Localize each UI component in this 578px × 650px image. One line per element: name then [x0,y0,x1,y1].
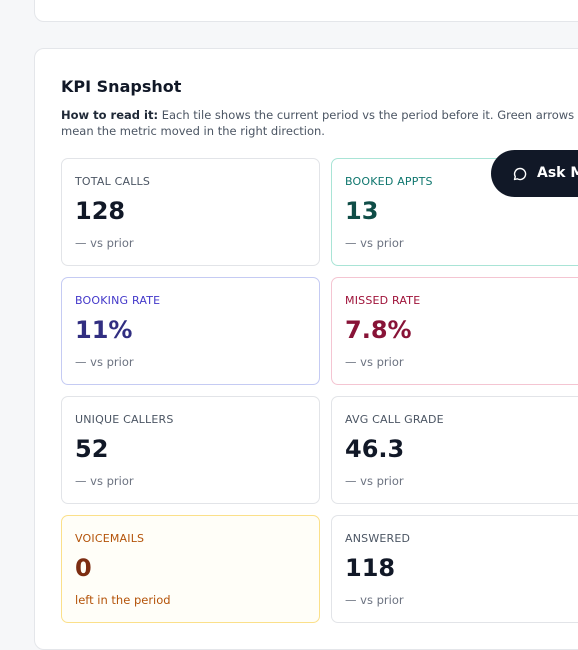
kpi-note: — vs prior [75,474,134,488]
kpi-label: UNIQUE CALLERS [75,413,174,426]
kpi-tile: AVG CALL GRADE 46.3 — vs prior [331,396,578,504]
kpi-note: — vs prior [75,236,134,250]
section-title: KPI Snapshot [61,77,182,96]
kpi-value: 7.8% [345,316,412,344]
kpi-tile: VOICEMAILS 0 left in the period [61,515,320,623]
kpi-label: ANSWERED [345,532,411,545]
kpi-note: — vs prior [345,236,404,250]
chat-icon [513,167,527,181]
kpi-note: left in the period [75,593,171,607]
ask-button[interactable]: Ask M [491,150,578,197]
kpi-label: VOICEMAILS [75,532,145,545]
description: How to read it: Each tile shows the curr… [61,107,578,139]
kpi-value: 128 [75,197,126,225]
kpi-tile: BOOKING RATE 11% — vs prior [61,277,320,385]
kpi-value: 13 [345,197,379,225]
kpi-value: 46.3 [345,435,405,463]
kpi-tile: ANSWERED 118 — vs prior [331,515,578,623]
kpi-value: 11% [75,316,133,344]
kpi-label: BOOKING RATE [75,294,161,307]
card [34,0,578,22]
kpi-label: AVG CALL GRADE [345,413,444,426]
kpi-label: TOTAL CALLS [75,175,151,188]
ask-button-label: Ask M [537,165,578,181]
kpi-label: BOOKED APPTS [345,175,433,188]
kpi-value: 118 [345,554,396,582]
description-lead: How to read it: [61,108,159,122]
kpi-label: MISSED RATE [345,294,421,307]
kpi-value: 0 [75,554,92,582]
kpi-tile: UNIQUE CALLERS 52 — vs prior [61,396,320,504]
kpi-note: — vs prior [345,593,404,607]
kpi-note: — vs prior [345,474,404,488]
kpi-note: — vs prior [75,355,134,369]
kpi-note: — vs prior [345,355,404,369]
description-text: Each tile shows the current period vs th… [61,108,575,138]
kpi-tile: TOTAL CALLS 128 — vs prior [61,158,320,266]
kpi-tile: MISSED RATE 7.8% — vs prior [331,277,578,385]
kpi-value: 52 [75,435,109,463]
